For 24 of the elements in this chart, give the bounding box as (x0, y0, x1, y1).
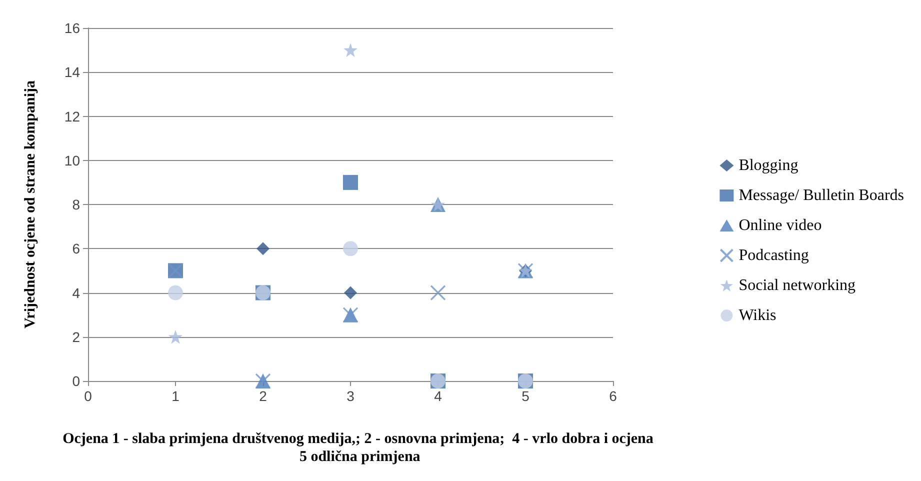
x-axis-title: Ocjena 1 - slaba primjena društvenog medija,; 2 - osnovna primjena; 4 - vrlo dobra i ocjena 5 odlična primjena (62, 431, 654, 465)
x-tick-label: 3 (346, 388, 355, 404)
legend-label: Social networking (738, 277, 856, 294)
legend-label: Blogging (738, 157, 798, 174)
y-tick-label: 8 (72, 196, 80, 212)
legend-label: Podcasting (738, 247, 809, 264)
y-tick-label: 14 (64, 64, 80, 80)
y-tick-label: 12 (64, 108, 80, 124)
x-tick-label: 4 (434, 388, 442, 404)
y-tick-label: 0 (72, 373, 80, 389)
legend-label: Message/ Bulletin Boards (738, 187, 904, 204)
y-tick-label: 2 (72, 328, 80, 345)
y-tick-label: 10 (64, 152, 80, 168)
y-tick-label: 16 (64, 20, 80, 36)
x-tick-label: 6 (609, 388, 618, 404)
x-tick-label: 5 (522, 388, 530, 404)
y-axis-title: Vrijednost ocjene od strane kompanija (22, 80, 38, 329)
legend-label: Online video (738, 217, 822, 234)
x-tick-label: 1 (172, 388, 180, 404)
x-tick-label: 2 (259, 388, 268, 404)
y-tick-label: 6 (72, 240, 80, 257)
legend-label: Wikis (738, 307, 776, 324)
x-tick-label: 0 (84, 388, 92, 404)
y-tick-label: 4 (72, 284, 80, 301)
